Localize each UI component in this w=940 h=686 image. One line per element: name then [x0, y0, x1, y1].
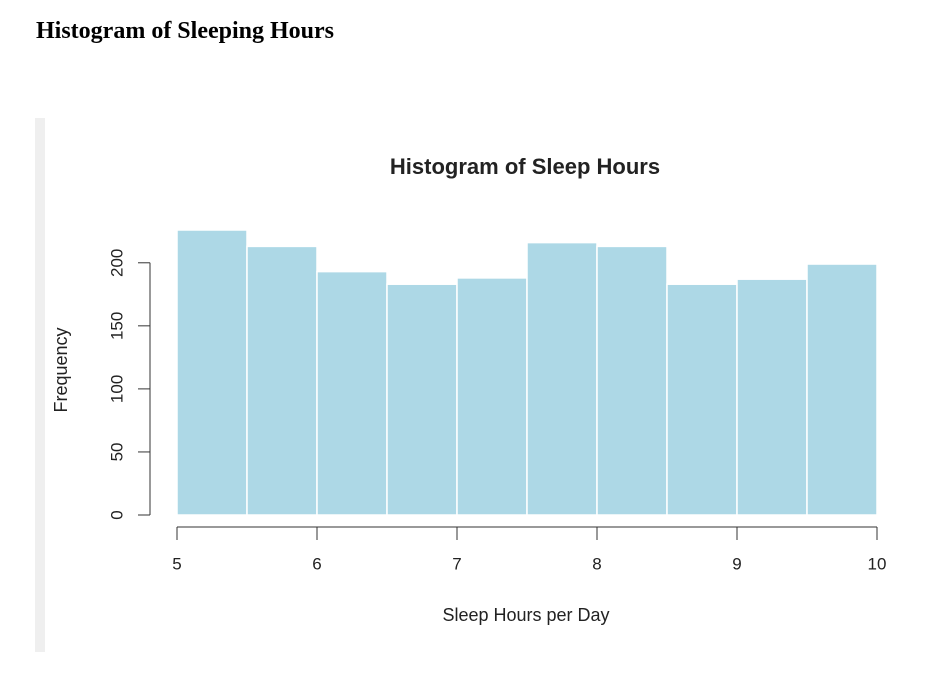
x-tick-label: 5: [172, 554, 181, 573]
x-tick-label: 9: [732, 554, 741, 573]
y-tick-label: 150: [107, 312, 126, 340]
bar: [386, 283, 458, 516]
x-axis-label: Sleep Hours per Day: [442, 605, 609, 625]
bar: [246, 245, 318, 516]
x-tick-label: 6: [312, 554, 321, 573]
bar: [806, 263, 878, 516]
y-axis-label: Frequency: [51, 327, 71, 412]
bar: [736, 278, 808, 516]
bar: [596, 245, 668, 516]
x-tick-label: 8: [592, 554, 601, 573]
bar: [316, 270, 388, 516]
y-tick-label: 50: [107, 442, 126, 461]
y-tick-label: 200: [107, 249, 126, 277]
x-tick-label: 7: [452, 554, 461, 573]
bar: [666, 283, 738, 516]
bar: [456, 277, 528, 516]
x-tick-label: 10: [868, 554, 887, 573]
y-tick-label: 0: [107, 510, 126, 519]
page-title: Histogram of Sleeping Hours: [36, 18, 334, 44]
y-tick-label: 100: [107, 375, 126, 403]
side-bar: [35, 118, 45, 652]
bar: [526, 241, 598, 516]
bar: [176, 229, 248, 516]
chart-title: Histogram of Sleep Hours: [390, 154, 660, 179]
